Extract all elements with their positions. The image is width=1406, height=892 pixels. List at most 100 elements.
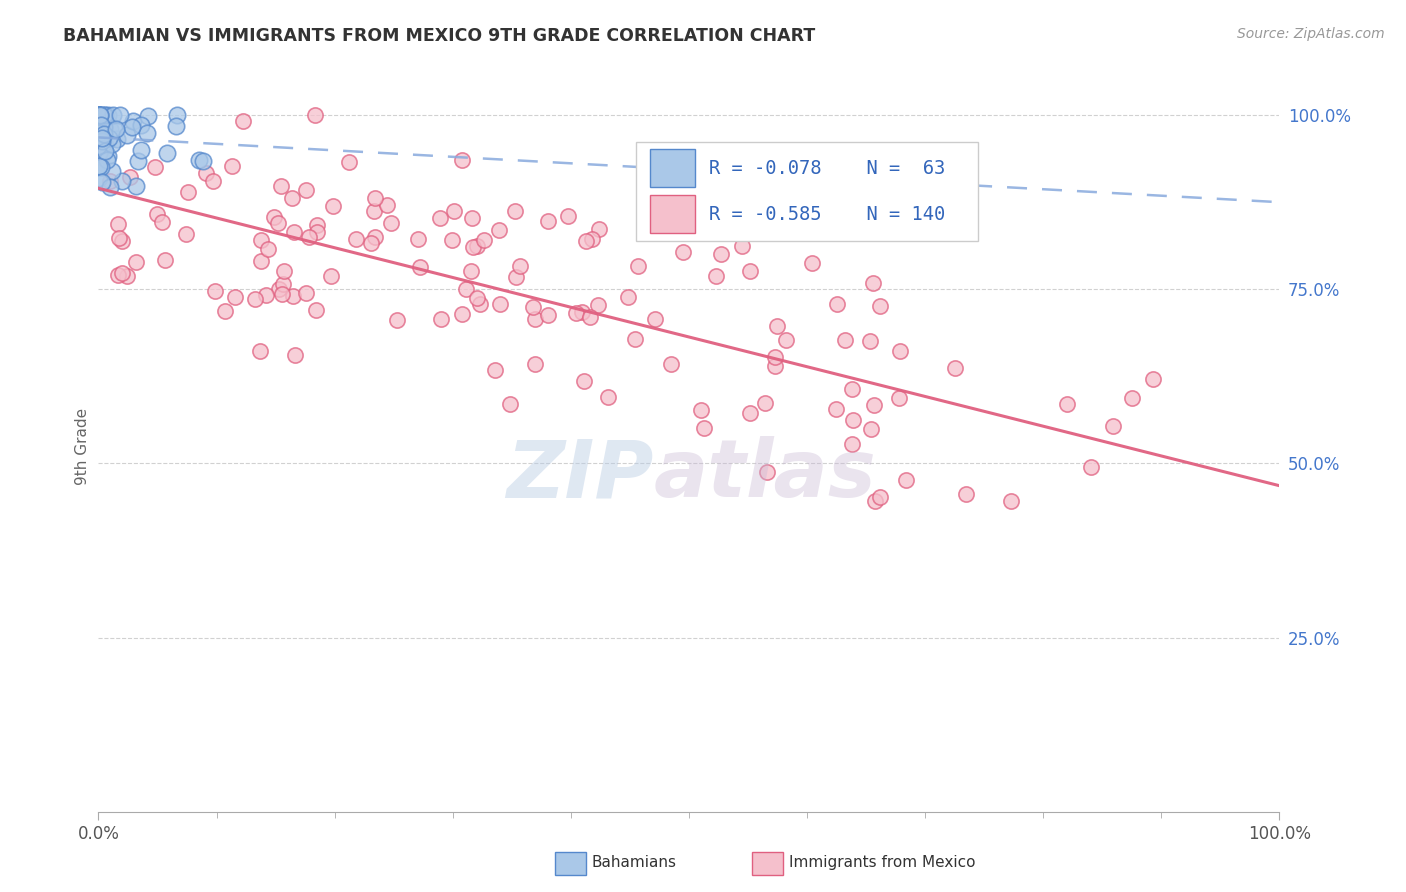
- Point: [754, 396, 776, 410]
- Point: [87, 139, 110, 153]
- Point: [89, 108, 111, 122]
- Point: [89, 127, 111, 141]
- Point: [644, 312, 666, 326]
- Point: [135, 126, 157, 140]
- Point: [267, 282, 290, 296]
- Point: [298, 230, 321, 244]
- Point: [90, 175, 112, 189]
- Point: [450, 153, 472, 168]
- Text: R = -0.078    N =  63: R = -0.078 N = 63: [709, 159, 945, 178]
- Point: [1142, 372, 1164, 386]
- Point: [460, 264, 482, 278]
- Point: [869, 299, 891, 313]
- Point: [887, 391, 910, 405]
- Point: [125, 178, 148, 193]
- Point: [87, 108, 110, 122]
- Point: [575, 234, 598, 248]
- Point: [107, 268, 129, 282]
- Point: [103, 121, 125, 136]
- Point: [91, 136, 114, 151]
- Point: [89, 145, 111, 160]
- Point: [360, 235, 382, 250]
- Point: [127, 154, 149, 169]
- Point: [704, 268, 727, 283]
- Point: [363, 204, 385, 219]
- Point: [91, 115, 114, 129]
- Point: [101, 163, 124, 178]
- Point: [450, 307, 472, 321]
- Point: [522, 300, 544, 314]
- Point: [586, 298, 609, 312]
- Point: [305, 218, 328, 232]
- Point: [834, 333, 856, 347]
- Point: [283, 226, 305, 240]
- Point: [91, 134, 114, 148]
- Point: [87, 108, 110, 122]
- Point: [859, 334, 882, 349]
- Point: [90, 131, 112, 145]
- FancyBboxPatch shape: [650, 195, 695, 233]
- Point: [1056, 397, 1078, 411]
- Text: Source: ZipAtlas.com: Source: ZipAtlas.com: [1237, 27, 1385, 41]
- Point: [191, 154, 214, 169]
- Point: [232, 114, 254, 128]
- Point: [756, 465, 779, 479]
- Point: [129, 118, 152, 132]
- Point: [430, 312, 453, 326]
- Point: [364, 229, 387, 244]
- Point: [731, 239, 754, 253]
- Point: [672, 245, 695, 260]
- Point: [488, 223, 510, 237]
- Point: [440, 233, 463, 247]
- Point: [869, 490, 891, 504]
- Point: [221, 160, 243, 174]
- Point: [763, 350, 786, 364]
- Point: [863, 494, 886, 508]
- Point: [627, 259, 650, 273]
- Point: [249, 343, 271, 358]
- Point: [96, 153, 118, 167]
- Point: [201, 174, 224, 188]
- Point: [337, 155, 360, 169]
- Point: [596, 390, 619, 404]
- FancyBboxPatch shape: [650, 149, 695, 187]
- Point: [454, 282, 477, 296]
- Point: [710, 247, 733, 261]
- Point: [257, 242, 280, 256]
- Point: [94, 145, 117, 159]
- Point: [465, 291, 488, 305]
- Point: [322, 199, 344, 213]
- Point: [889, 343, 911, 358]
- Point: [245, 292, 267, 306]
- Point: [1121, 392, 1143, 406]
- Point: [294, 183, 316, 197]
- Point: [270, 179, 292, 194]
- Point: [443, 203, 465, 218]
- Point: [176, 227, 198, 241]
- Point: [281, 289, 304, 303]
- Point: [165, 119, 187, 133]
- Point: [484, 362, 506, 376]
- Point: [499, 396, 522, 410]
- Point: [156, 145, 179, 160]
- Point: [505, 203, 527, 218]
- Point: [406, 232, 429, 246]
- Point: [89, 136, 111, 150]
- Point: [254, 287, 277, 301]
- Point: [271, 286, 294, 301]
- Point: [87, 137, 110, 152]
- Point: [97, 149, 120, 163]
- Point: [588, 221, 610, 235]
- Point: [90, 119, 112, 133]
- Point: [825, 296, 848, 310]
- Point: [505, 270, 527, 285]
- Point: [117, 268, 139, 283]
- Point: [93, 120, 115, 135]
- Point: [91, 108, 114, 122]
- Text: BAHAMIAN VS IMMIGRANTS FROM MEXICO 9TH GRADE CORRELATION CHART: BAHAMIAN VS IMMIGRANTS FROM MEXICO 9TH G…: [63, 27, 815, 45]
- Point: [344, 232, 367, 246]
- Y-axis label: 9th Grade: 9th Grade: [75, 408, 90, 484]
- Point: [87, 108, 110, 122]
- Point: [763, 359, 786, 373]
- Point: [111, 266, 134, 280]
